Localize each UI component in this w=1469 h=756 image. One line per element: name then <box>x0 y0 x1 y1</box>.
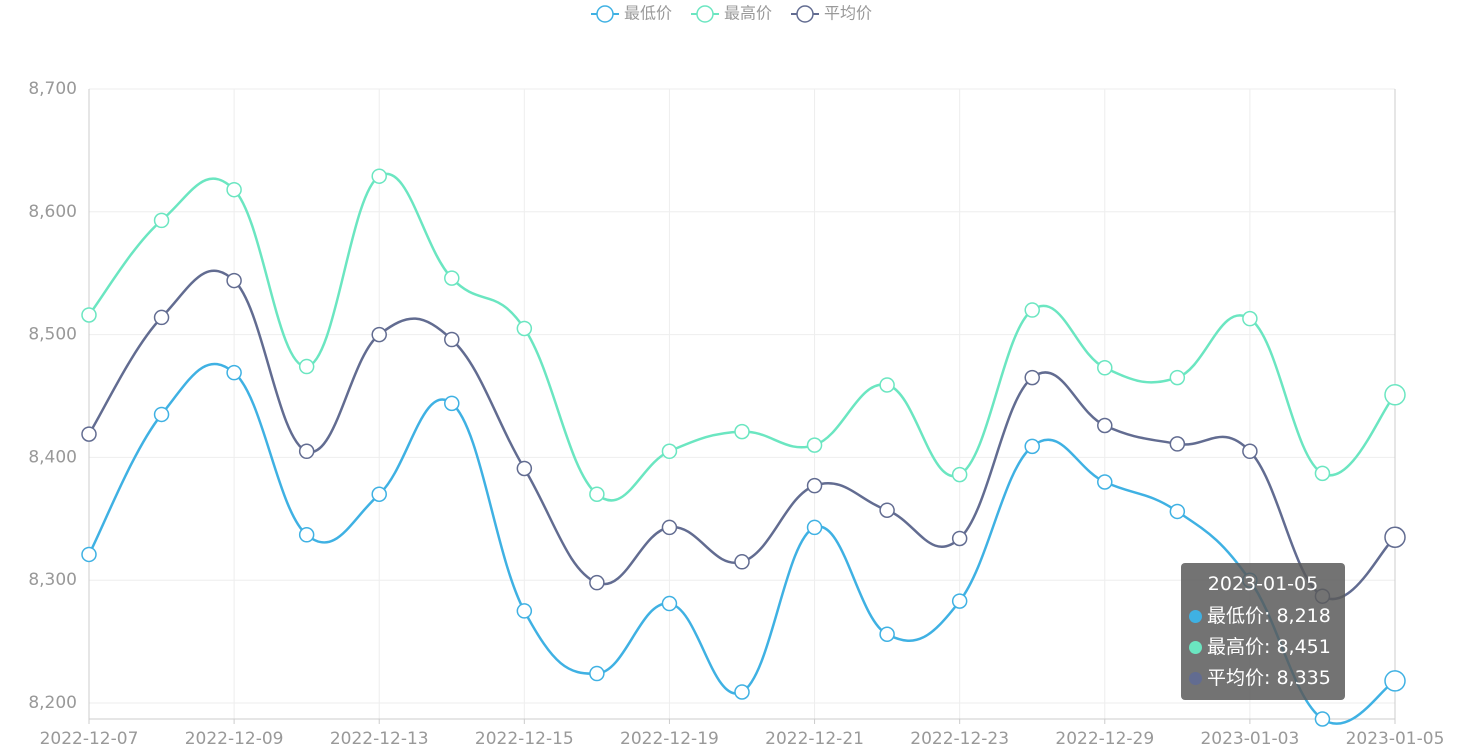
data-point <box>879 502 895 518</box>
data-point <box>444 270 460 286</box>
data-point <box>1097 360 1113 376</box>
legend-icon <box>796 5 814 23</box>
data-point <box>879 626 895 643</box>
data-point <box>806 437 823 453</box>
data-point <box>226 364 242 381</box>
data-point <box>589 665 605 682</box>
data-point <box>81 307 97 323</box>
data-point <box>734 684 750 700</box>
data-point <box>1384 384 1406 406</box>
data-point <box>1097 474 1113 490</box>
x-tick-label: 2023-01-05 <box>1346 729 1445 749</box>
data-point <box>153 212 170 229</box>
y-tick-label: 8,700 <box>28 79 77 99</box>
tooltip-text: 最高价: 8,451 <box>1207 636 1331 658</box>
data-point <box>734 423 750 440</box>
y-tick-label: 8,300 <box>28 570 77 590</box>
data-point <box>1384 526 1406 548</box>
y-tick-label: 8,400 <box>28 447 77 467</box>
data-point <box>516 603 533 619</box>
data-point <box>734 554 750 570</box>
legend-item[interactable]: 最低价 <box>591 4 672 23</box>
y-tick-label: 8,500 <box>28 325 77 345</box>
data-point <box>806 519 823 536</box>
data-point <box>298 358 315 375</box>
data-point <box>516 320 533 337</box>
data-point <box>1169 503 1186 520</box>
data-point <box>371 486 387 503</box>
legend-label: 最低价 <box>624 4 672 23</box>
legend-icon <box>596 5 614 23</box>
tooltip: 2023-01-05 最低价: 8,218 最高价: 8,451 平均价: 8,335 <box>1181 563 1345 700</box>
data-point <box>81 546 97 563</box>
legend-label: 平均价 <box>824 4 872 23</box>
data-point <box>661 443 678 460</box>
legend-icon <box>696 5 714 23</box>
data-point <box>1384 670 1406 692</box>
data-point <box>661 519 678 536</box>
data-point <box>226 181 242 198</box>
data-point <box>444 395 460 412</box>
data-point <box>226 272 242 289</box>
data-point <box>1097 417 1113 434</box>
legend-label: 最高价 <box>724 4 772 23</box>
data-point <box>1024 438 1040 455</box>
y-tick-label: 8,600 <box>28 202 77 222</box>
data-point <box>371 326 387 343</box>
data-point <box>298 443 315 460</box>
data-point <box>1024 302 1040 318</box>
data-point <box>951 530 968 547</box>
data-point <box>589 486 605 503</box>
data-point <box>589 574 605 591</box>
data-point <box>1314 465 1331 482</box>
data-point <box>516 460 533 477</box>
series-line <box>88 172 1396 502</box>
legend-item[interactable]: 最高价 <box>691 4 772 23</box>
data-point <box>298 527 315 543</box>
y-tick-label: 8,200 <box>28 693 77 713</box>
x-tick-label: 2022-12-15 <box>475 729 574 749</box>
data-point <box>153 309 170 326</box>
data-point <box>81 426 97 442</box>
data-point <box>806 477 823 494</box>
tooltip-marker <box>1189 610 1202 623</box>
data-point <box>1169 436 1186 452</box>
data-point <box>879 377 895 393</box>
data-point <box>1242 443 1258 460</box>
x-tick-label: 2022-12-29 <box>1055 729 1154 749</box>
tooltip-row: 最高价: 8,451 <box>1189 632 1337 663</box>
data-point <box>951 593 968 609</box>
x-tick-label: 2022-12-07 <box>40 729 139 749</box>
data-point <box>661 595 678 612</box>
x-tick-label: 2022-12-13 <box>330 729 429 749</box>
tooltip-row: 最低价: 8,218 <box>1189 601 1337 632</box>
data-point <box>1242 310 1258 327</box>
data-point <box>153 406 170 423</box>
tooltip-marker <box>1189 641 1202 654</box>
tooltip-text: 平均价: 8,335 <box>1207 667 1331 689</box>
tooltip-text: 最低价: 8,218 <box>1207 605 1331 627</box>
x-tick-label: 2022-12-23 <box>910 729 1009 749</box>
tooltip-title: 2023-01-05 <box>1207 573 1319 595</box>
data-point <box>1024 369 1040 386</box>
data-point <box>1169 369 1186 386</box>
data-point <box>951 466 968 483</box>
x-tick-label: 2022-12-09 <box>185 729 284 749</box>
tooltip-row: 平均价: 8,335 <box>1189 663 1337 694</box>
legend-item[interactable]: 平均价 <box>791 4 872 23</box>
data-point <box>444 331 460 348</box>
tooltip-marker <box>1189 672 1202 685</box>
data-point <box>1314 711 1331 727</box>
data-point <box>371 168 387 184</box>
x-tick-label: 2022-12-21 <box>765 729 864 749</box>
x-tick-label: 2022-12-19 <box>620 729 719 749</box>
x-tick-label: 2023-01-03 <box>1200 729 1299 749</box>
